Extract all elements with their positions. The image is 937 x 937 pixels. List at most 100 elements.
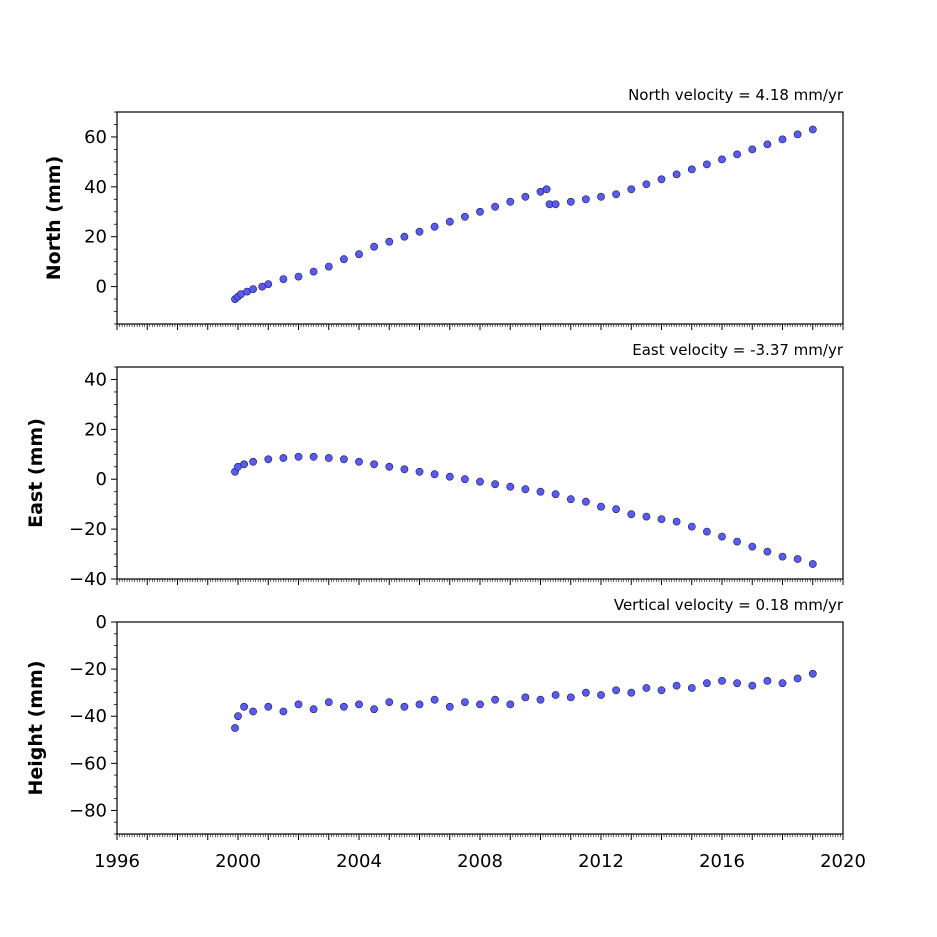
- height-frame: [116, 621, 844, 835]
- east-point: [521, 485, 530, 494]
- height-point: [778, 679, 787, 688]
- north-ytick-label: 60: [84, 127, 107, 148]
- height-point: [733, 679, 741, 688]
- north-point: [672, 170, 681, 179]
- north-point: [339, 255, 348, 264]
- north-point: [551, 200, 560, 209]
- north-point: [309, 267, 318, 276]
- north-point: [264, 280, 273, 288]
- east-point: [279, 454, 288, 462]
- east-title: East velocity = -3.37 mm/yr: [632, 341, 844, 359]
- east-point: [264, 455, 273, 464]
- height-ytick-label: 0: [96, 612, 107, 633]
- height-point: [808, 669, 817, 678]
- east-point: [294, 452, 303, 461]
- height-ytick-label: −20: [69, 659, 107, 680]
- north-point: [249, 285, 257, 293]
- east-point: [597, 502, 605, 511]
- north-point: [793, 130, 802, 139]
- east-point: [415, 467, 424, 476]
- height-point: [718, 677, 726, 685]
- height-point: [370, 705, 378, 714]
- height-point: [506, 700, 515, 709]
- north-point: [808, 125, 817, 134]
- east-point: [355, 457, 363, 466]
- height-point: [657, 686, 666, 695]
- east-point: [718, 532, 726, 541]
- height-point: [627, 688, 636, 697]
- north-point: [748, 145, 757, 154]
- east-point: [370, 460, 378, 469]
- north-point: [642, 180, 651, 189]
- height-ytick-label: −40: [69, 706, 107, 727]
- north-point: [294, 272, 303, 281]
- east-point: [582, 497, 590, 506]
- north-point: [582, 195, 590, 204]
- height-point: [264, 702, 273, 711]
- east-point: [551, 490, 560, 499]
- east-point: [460, 475, 469, 484]
- east-point: [778, 552, 787, 561]
- height-point: [339, 702, 348, 711]
- height-point: [566, 693, 575, 702]
- east-point: [445, 472, 454, 481]
- east-point: [703, 527, 711, 536]
- north-point: [597, 192, 605, 201]
- height-xtick-label: 2004: [336, 851, 382, 872]
- height-point: [240, 702, 248, 711]
- east-point: [339, 455, 348, 464]
- north-point: [521, 192, 530, 201]
- height-xtick-label: 2020: [820, 851, 866, 872]
- east-point: [627, 510, 636, 519]
- height-xtick-label: 2016: [699, 851, 745, 872]
- height-ytick-label: −60: [69, 753, 107, 774]
- north-point: [703, 160, 711, 169]
- east-point: [687, 522, 696, 531]
- east-point: [536, 487, 545, 496]
- north-point: [612, 190, 620, 199]
- height-point: [597, 691, 605, 699]
- east-ytick-label: 40: [84, 369, 107, 390]
- north-point: [324, 262, 333, 271]
- east-ytick-label: 20: [84, 419, 107, 440]
- height-point: [642, 684, 651, 692]
- height-point: [415, 700, 424, 709]
- east-point: [385, 462, 394, 471]
- east-point: [733, 537, 741, 546]
- height-point: [309, 705, 318, 714]
- height-point: [582, 688, 590, 697]
- north-point: [430, 222, 439, 231]
- height-point: [612, 686, 620, 695]
- height-point: [476, 700, 484, 709]
- height-point: [249, 707, 257, 716]
- east-point: [506, 482, 515, 491]
- height-point: [279, 707, 288, 716]
- north-point: [415, 227, 424, 236]
- height-point: [231, 724, 239, 732]
- east-point: [400, 465, 409, 474]
- north-point: [657, 175, 666, 184]
- north-point: [279, 275, 288, 283]
- height-point: [748, 681, 757, 690]
- height-point: [430, 695, 439, 704]
- height-panel: Vertical velocity = 0.18 mm/yr −80 −60 −40…: [25, 596, 866, 872]
- north-point: [491, 202, 499, 211]
- east-point: [491, 480, 499, 489]
- north-point: [460, 212, 469, 221]
- north-point: [566, 197, 575, 206]
- height-ylabel: Height (mm): [25, 660, 47, 795]
- north-point: [687, 165, 696, 174]
- east-point: [324, 454, 333, 462]
- north-point: [385, 237, 394, 246]
- height-point: [324, 698, 333, 706]
- north-ytick-label: 20: [84, 227, 107, 248]
- height-point: [687, 684, 696, 692]
- height-xtick-label: 2012: [578, 851, 624, 872]
- east-point: [240, 460, 248, 469]
- north-point: [400, 232, 409, 241]
- east-point: [642, 512, 651, 521]
- height-points: [231, 669, 817, 732]
- east-ytick-label: −40: [69, 569, 107, 590]
- height-point: [763, 677, 772, 685]
